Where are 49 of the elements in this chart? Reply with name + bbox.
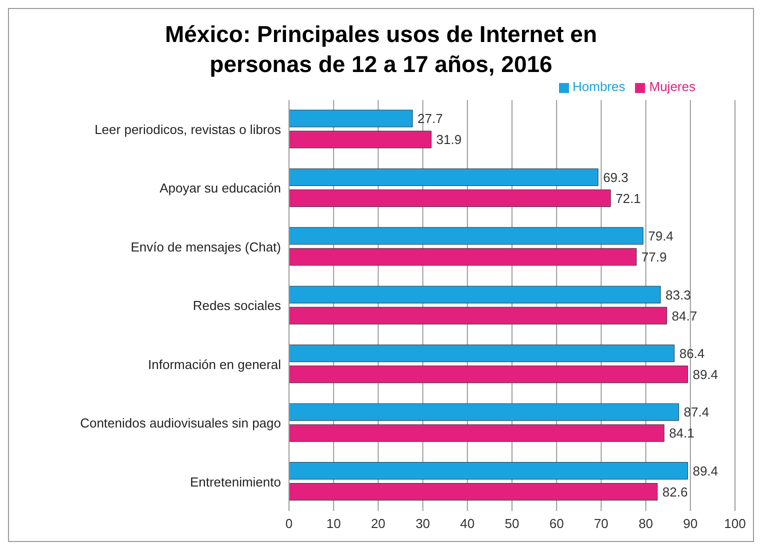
y-tick-label: Envío de mensajes (Chat): [130, 239, 281, 254]
data-label: 77.9: [641, 250, 667, 265]
bar: [289, 130, 432, 148]
bar: [289, 403, 680, 421]
x-tick-label: 100: [724, 516, 746, 532]
bar: [289, 306, 668, 324]
bar: [289, 462, 688, 480]
y-tick-label: Apoyar su educación: [160, 180, 281, 196]
data-label: 86.4: [679, 346, 705, 361]
legend-label: Mujeres: [649, 79, 696, 94]
data-label: 84.7: [672, 308, 698, 324]
bar: [289, 344, 675, 362]
x-tick-label: 0: [285, 516, 293, 532]
x-tick-label: 60: [549, 516, 564, 532]
data-label: 84.1: [669, 426, 694, 441]
y-tick-label: Redes sociales: [192, 298, 282, 314]
data-label: 87.4: [684, 404, 710, 420]
bar: [289, 189, 611, 207]
x-tick-label: 50: [504, 516, 520, 532]
y-tick-label: Entretenimiento: [190, 474, 281, 490]
bar: [289, 248, 637, 266]
data-label: 27.7: [418, 111, 443, 126]
bar: [289, 227, 644, 245]
bar: [289, 110, 413, 128]
bar: [289, 366, 688, 384]
bar: [289, 286, 661, 304]
data-label: 69.3: [603, 170, 628, 185]
data-label: 82.6: [662, 484, 688, 500]
data-label: 31.9: [436, 132, 462, 148]
bar: [289, 168, 598, 186]
data-label: 72.1: [616, 190, 641, 206]
data-label: 89.4: [692, 463, 718, 478]
x-tick-label: 10: [326, 516, 341, 532]
x-tick-label: 90: [683, 516, 698, 532]
x-tick-label: 20: [370, 516, 386, 532]
chart-title: México: Principales usos de Internet en personas de 12 a 17 años, 2016: [164, 20, 598, 79]
x-tick-label: 70: [594, 516, 608, 532]
data-label: 89.4: [692, 366, 718, 382]
x-tick-label: 40: [460, 516, 475, 532]
data-label: 83.3: [666, 287, 691, 302]
x-tick-label: 30: [416, 516, 430, 532]
x-tick-label: 80: [638, 516, 654, 532]
legend-label: Hombres: [572, 79, 626, 94]
data-label: 79.4: [648, 228, 674, 244]
bar: [289, 483, 658, 501]
y-tick-label: Leer periodicos, revistas o libros: [94, 122, 282, 137]
bar: [289, 424, 664, 442]
y-tick-label: Información en general: [148, 356, 282, 372]
y-tick-label: Contenidos audiovisuales sin pago: [80, 416, 281, 431]
